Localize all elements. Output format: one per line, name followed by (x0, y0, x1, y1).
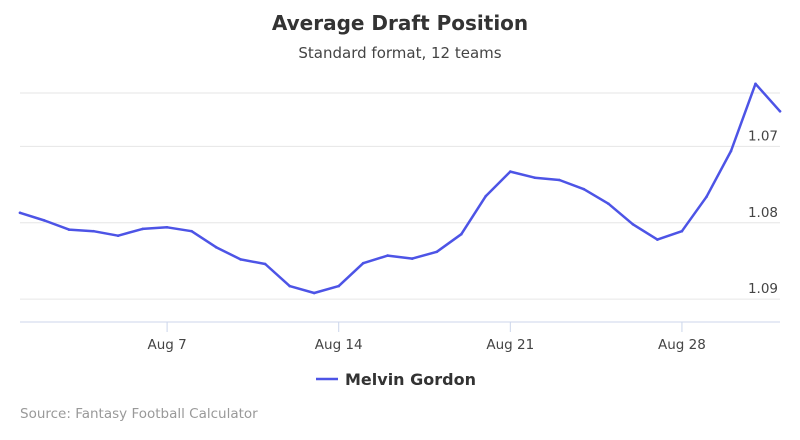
data-point (705, 195, 708, 199)
y-tick-label: 1.08 (748, 205, 778, 221)
data-point (754, 82, 757, 86)
legend[interactable]: Melvin Gordon (316, 370, 476, 389)
data-point (778, 110, 782, 113)
data-point (116, 234, 120, 237)
data-point (533, 176, 537, 179)
data-point (67, 228, 71, 231)
grid (20, 92, 780, 300)
data-point (165, 226, 169, 229)
data-point (484, 194, 488, 198)
data-point (239, 258, 242, 261)
y-tick-label: 1.07 (748, 128, 778, 144)
x-tick-label: Aug 14 (315, 337, 363, 353)
data-point (656, 238, 659, 241)
data-point (386, 254, 390, 257)
data-point (680, 229, 684, 233)
data-point (460, 232, 463, 236)
data-point (92, 229, 95, 233)
series (18, 82, 782, 295)
data-point (141, 227, 144, 231)
data-point (18, 211, 22, 215)
data-point (435, 250, 439, 254)
data-point (558, 178, 561, 182)
data-point (631, 223, 635, 226)
x-axis: Aug 7 Aug 14 Aug 21 Aug 28 (20, 321, 780, 353)
data-point (729, 149, 733, 153)
y-tick-label: 1.09 (748, 281, 778, 297)
chart-title: Average Draft Position (272, 11, 528, 35)
data-point (312, 291, 316, 295)
source-credit: Source: Fantasy Football Calculator (20, 406, 258, 422)
legend-label[interactable]: Melvin Gordon (345, 370, 476, 389)
data-point (190, 229, 193, 233)
chart-subtitle: Standard format, 12 teams (298, 44, 501, 62)
data-point (214, 245, 218, 249)
data-point (582, 187, 586, 191)
data-point (411, 257, 414, 260)
data-point (288, 284, 292, 288)
x-tick-label: Aug 21 (486, 337, 534, 353)
data-point (337, 284, 341, 288)
data-point (607, 202, 610, 205)
data-point (43, 219, 46, 222)
x-tick-label: Aug 7 (147, 337, 186, 353)
x-tick-label: Aug 28 (658, 337, 706, 353)
series-line-melvin-gordon (18, 82, 782, 295)
data-point (361, 261, 365, 265)
y-axis: 1.07 1.08 1.09 (748, 128, 778, 297)
data-point (263, 262, 267, 266)
data-point (509, 170, 512, 173)
